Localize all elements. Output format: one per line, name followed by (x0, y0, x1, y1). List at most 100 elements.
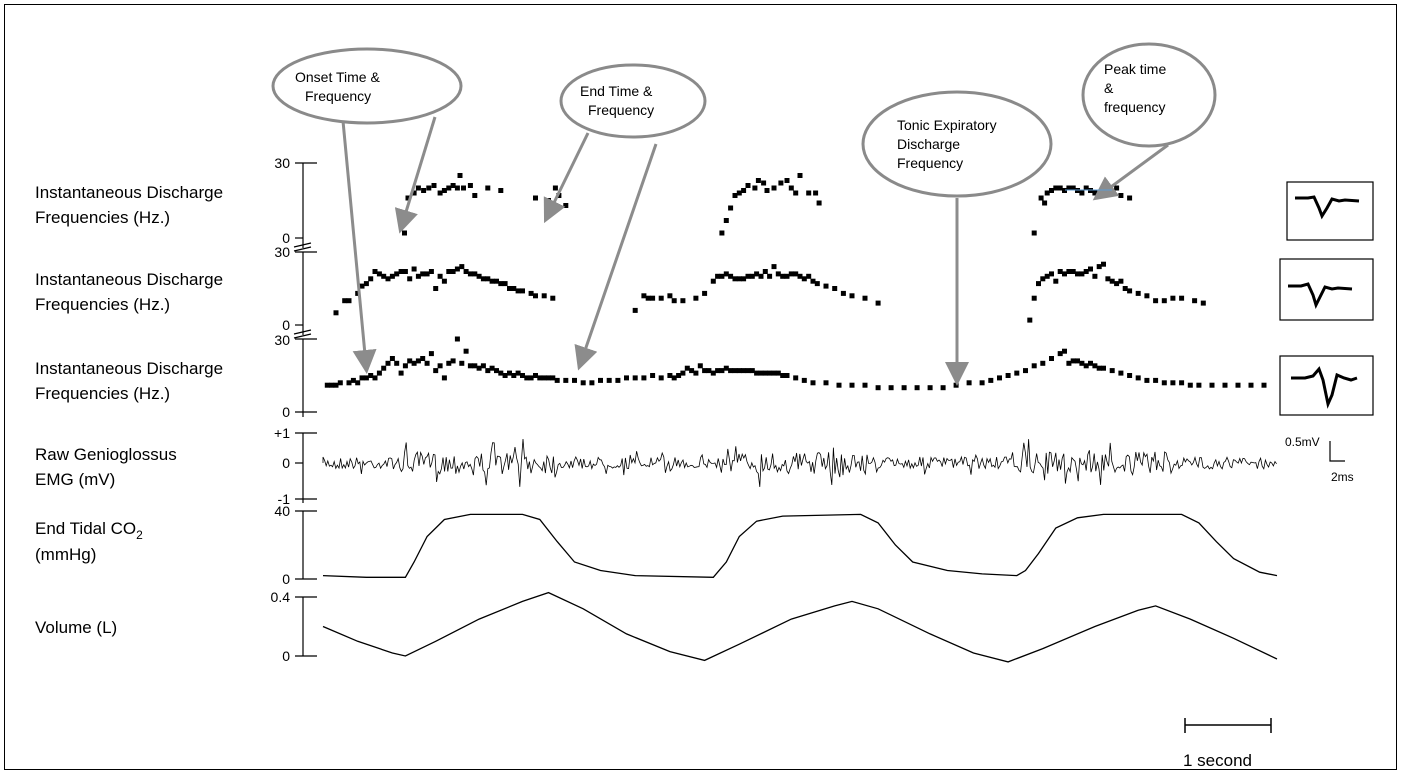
freq2-point (1079, 271, 1085, 277)
freq2-point (723, 271, 729, 277)
freq2-point (754, 271, 760, 277)
freq3-point (511, 373, 517, 378)
freq3-point (433, 368, 439, 374)
waveform-trace-3 (1291, 366, 1358, 409)
waveform-inset-2 (1279, 258, 1374, 321)
end-arrow-1 (543, 132, 590, 224)
waveform-inset-3 (1279, 355, 1374, 416)
time-scale-label: 1 second (1183, 751, 1252, 770)
freq2-point (693, 295, 699, 301)
freq3-point (810, 380, 816, 386)
freq3-point (1075, 358, 1080, 364)
freq2-point (715, 273, 721, 279)
freq3-point (498, 370, 504, 376)
freq2-point (767, 273, 773, 279)
freq3-point (1153, 377, 1159, 383)
y-axes (293, 162, 317, 657)
freq1-point (552, 185, 558, 191)
freq3-point (754, 370, 760, 376)
freq1-point (450, 183, 456, 188)
freq3-point (689, 368, 695, 374)
freq2-point (1192, 298, 1198, 304)
freq2-point (741, 276, 747, 282)
freq1-point (1031, 230, 1037, 236)
freq3-point (1062, 348, 1067, 354)
freq1-point (778, 180, 784, 186)
annotation-bubbles (271, 42, 1217, 198)
freq2-point (454, 266, 460, 272)
freq3-point (437, 363, 443, 369)
freq2-point (342, 298, 348, 304)
freq3-point (489, 365, 495, 371)
freq3-tick-30: 30 (274, 332, 290, 348)
freq3-point (1127, 373, 1133, 378)
freq2-point (467, 271, 473, 277)
freq3-point (749, 368, 755, 374)
freq3-point (901, 385, 907, 391)
freq3-point (441, 375, 447, 381)
freq3-point (914, 385, 920, 391)
freq2-point (502, 281, 508, 287)
freq3-point (1261, 382, 1267, 388)
freq2-point (1027, 317, 1033, 323)
freq3-point (780, 373, 786, 378)
freq1-point (1038, 195, 1044, 201)
freq3-point (454, 336, 460, 342)
freq3-point (541, 375, 547, 381)
freq3-point (697, 363, 703, 369)
freq2-point (1049, 271, 1054, 277)
freq2-point (459, 264, 465, 270)
freq2-point (1179, 295, 1185, 301)
freq2-point (407, 276, 413, 282)
co2-label-text: End Tidal CO (35, 519, 136, 538)
freq3-point (533, 373, 538, 378)
annotation-text: Onset Time & Frequency End Time & Freque… (295, 61, 1166, 171)
freq3-point (1209, 382, 1215, 388)
axis-break-1 (293, 242, 312, 252)
freq3-point (1161, 380, 1167, 386)
freq2-point (1062, 271, 1067, 277)
freq3-point (775, 370, 781, 376)
freq3-point (1196, 382, 1202, 388)
freq2-point (389, 273, 395, 279)
freq1-point (446, 185, 452, 191)
freq3-point (940, 385, 946, 391)
freq3-point (472, 363, 478, 369)
freq2-point (1114, 281, 1120, 287)
freq1-point (1066, 185, 1072, 191)
freq2-point (402, 269, 408, 274)
freq1-point (437, 190, 443, 196)
freq1-point (411, 190, 417, 196)
freq1-tick-30: 30 (274, 155, 290, 171)
freq3-point (849, 382, 855, 388)
freq2-point (797, 273, 803, 279)
freq1-point (402, 230, 407, 236)
freq3-point (1014, 370, 1020, 376)
freq2-point (814, 281, 820, 287)
freq3-point (428, 351, 434, 357)
freq3-point (658, 375, 664, 381)
freq3-tick-0: 0 (282, 404, 290, 420)
freq3-point (324, 382, 330, 388)
peak-bubble (1081, 42, 1217, 148)
waveform-trace-2 (1288, 282, 1353, 310)
freq3-point (1049, 356, 1054, 361)
freq2-point (437, 273, 443, 279)
freq1-point (816, 200, 822, 206)
tonic-text-3: Frequency (897, 155, 963, 171)
freq2-point (515, 288, 521, 294)
freq3-point (524, 375, 530, 381)
freq3-point (728, 368, 734, 374)
freq1-point (764, 188, 770, 193)
freq2-point (485, 276, 491, 282)
freq2-point (476, 273, 482, 279)
freq3-point (1066, 360, 1072, 366)
freq3-point (888, 385, 894, 391)
freq3-point (1070, 358, 1076, 364)
freq3-point (801, 377, 807, 383)
freq2-point (762, 269, 768, 274)
freq3-point (793, 375, 799, 381)
freq2-point (671, 298, 677, 304)
freq2-point (667, 293, 673, 299)
freq2-point (1118, 278, 1124, 284)
